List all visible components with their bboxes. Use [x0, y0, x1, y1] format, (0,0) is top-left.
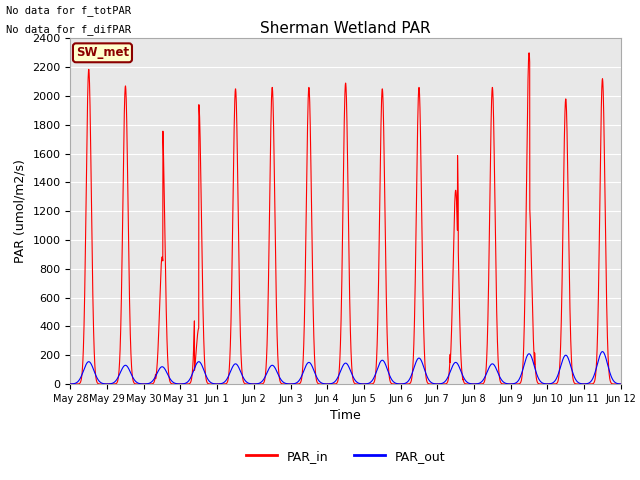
- Text: No data for f_difPAR: No data for f_difPAR: [6, 24, 131, 35]
- Legend: PAR_in, PAR_out: PAR_in, PAR_out: [241, 444, 451, 468]
- Y-axis label: PAR (umol/m2/s): PAR (umol/m2/s): [14, 159, 27, 263]
- Text: No data for f_totPAR: No data for f_totPAR: [6, 5, 131, 16]
- X-axis label: Time: Time: [330, 409, 361, 422]
- Text: SW_met: SW_met: [76, 46, 129, 60]
- Title: Sherman Wetland PAR: Sherman Wetland PAR: [260, 21, 431, 36]
